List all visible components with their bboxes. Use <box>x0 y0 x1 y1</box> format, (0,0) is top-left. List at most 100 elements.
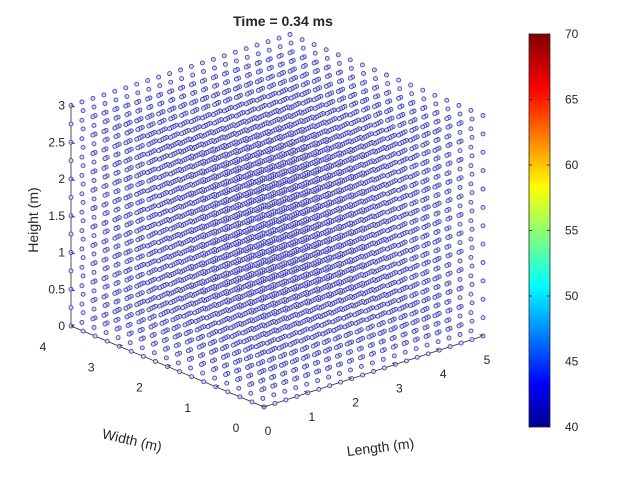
data-point <box>420 87 426 93</box>
data-point <box>457 111 463 117</box>
data-point <box>128 348 134 354</box>
data-point <box>272 400 278 406</box>
data-point <box>201 379 207 385</box>
data-point <box>134 283 140 289</box>
data-point <box>425 351 431 357</box>
data-point <box>336 97 342 103</box>
data-point <box>300 355 306 361</box>
data-point <box>312 69 318 75</box>
data-point <box>168 171 174 177</box>
data-point <box>68 231 74 237</box>
colorbar-tick-label: 50 <box>565 289 579 303</box>
data-point <box>135 292 141 298</box>
data-point <box>167 126 173 132</box>
data-point <box>276 72 282 78</box>
data-point <box>468 218 474 224</box>
data-point <box>347 94 353 100</box>
data-point <box>68 158 74 164</box>
data-point <box>408 266 414 272</box>
data-point <box>210 56 216 62</box>
data-point <box>255 88 261 93</box>
data-point <box>311 42 317 48</box>
data-point <box>348 367 353 373</box>
data-point <box>123 213 129 219</box>
data-point <box>101 165 107 171</box>
data-point <box>196 344 202 350</box>
data-point <box>420 234 426 240</box>
data-point <box>146 288 152 294</box>
data-point <box>480 204 486 210</box>
data-point <box>371 369 376 374</box>
data-point <box>146 123 152 129</box>
data-point <box>246 373 252 379</box>
data-point <box>193 318 199 324</box>
data-point <box>327 383 333 389</box>
data-point <box>124 259 130 265</box>
data-point <box>123 195 129 201</box>
data-point <box>385 154 391 160</box>
data-point <box>145 133 151 139</box>
data-point <box>287 342 293 348</box>
data-point <box>420 124 426 130</box>
data-point <box>288 59 294 64</box>
colorbar-tick-label: 65 <box>565 93 579 107</box>
data-point <box>79 246 85 252</box>
data-point <box>265 57 271 63</box>
data-point <box>342 324 348 330</box>
data-point <box>432 147 438 153</box>
data-point <box>170 317 176 323</box>
data-point <box>469 226 475 232</box>
data-point <box>178 104 183 110</box>
data-point <box>80 218 86 224</box>
data-point <box>277 44 283 50</box>
data-point <box>268 366 273 372</box>
data-point <box>283 397 289 403</box>
data-point <box>225 389 231 395</box>
data-point <box>457 221 463 227</box>
data-point <box>90 151 96 156</box>
data-point <box>358 363 364 369</box>
data-point <box>409 201 415 207</box>
data-point <box>146 215 152 221</box>
data-point <box>289 359 295 365</box>
data-point <box>444 281 450 287</box>
data-point <box>269 375 275 381</box>
data-point <box>308 326 314 332</box>
data-point <box>276 35 282 41</box>
data-point <box>376 322 382 328</box>
data-point <box>397 214 403 220</box>
data-point <box>160 329 166 335</box>
data-point <box>90 95 96 101</box>
data-point <box>156 111 162 117</box>
data-point <box>385 81 391 87</box>
data-point <box>457 313 463 319</box>
data-point <box>113 244 119 250</box>
data-point <box>421 96 427 102</box>
data-point <box>288 40 294 46</box>
data-point <box>397 269 403 275</box>
z-tick-label: 0.5 <box>48 282 65 296</box>
data-point <box>266 357 272 363</box>
data-point <box>209 358 215 364</box>
data-point <box>311 60 317 66</box>
data-point <box>168 189 174 195</box>
data-point <box>219 346 225 352</box>
data-point <box>167 107 173 113</box>
data-point <box>336 60 342 66</box>
z-tick-label: 2 <box>58 172 65 186</box>
data-point <box>432 111 438 117</box>
data-point <box>124 314 130 320</box>
data-point <box>335 70 341 76</box>
data-point <box>265 39 271 45</box>
data-point <box>432 313 438 319</box>
data-point <box>352 312 358 318</box>
data-point <box>445 216 451 222</box>
data-point <box>369 360 375 366</box>
data-point <box>79 172 85 178</box>
data-point <box>146 178 152 184</box>
data-point <box>288 77 294 83</box>
data-point <box>433 174 439 180</box>
data-point <box>112 107 118 113</box>
data-point <box>361 126 366 132</box>
data-point <box>444 263 450 269</box>
